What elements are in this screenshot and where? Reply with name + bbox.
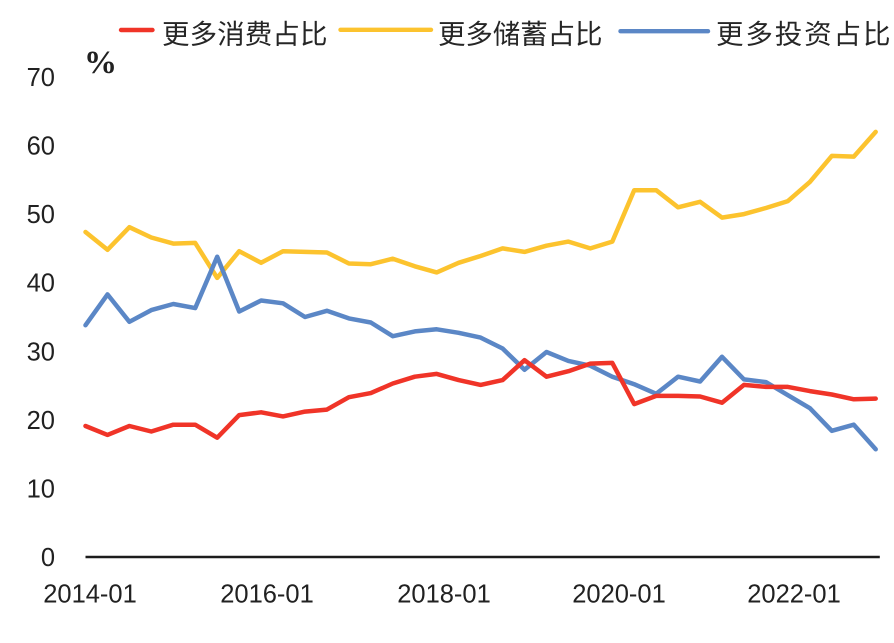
- svg-text:40: 40: [27, 270, 55, 298]
- svg-text:70: 70: [27, 64, 55, 92]
- svg-text:0: 0: [41, 544, 55, 572]
- svg-text:60: 60: [27, 133, 55, 161]
- svg-text:2020-01: 2020-01: [572, 581, 666, 609]
- svg-text:10: 10: [27, 475, 55, 503]
- svg-text:20: 20: [27, 407, 55, 435]
- svg-text:2018-01: 2018-01: [397, 581, 491, 609]
- svg-text:50: 50: [27, 201, 55, 229]
- svg-text:30: 30: [27, 338, 55, 366]
- svg-text:%: %: [84, 45, 117, 81]
- svg-text:2014-01: 2014-01: [43, 581, 137, 609]
- svg-text:2022-01: 2022-01: [747, 581, 841, 609]
- svg-text:2016-01: 2016-01: [220, 581, 314, 609]
